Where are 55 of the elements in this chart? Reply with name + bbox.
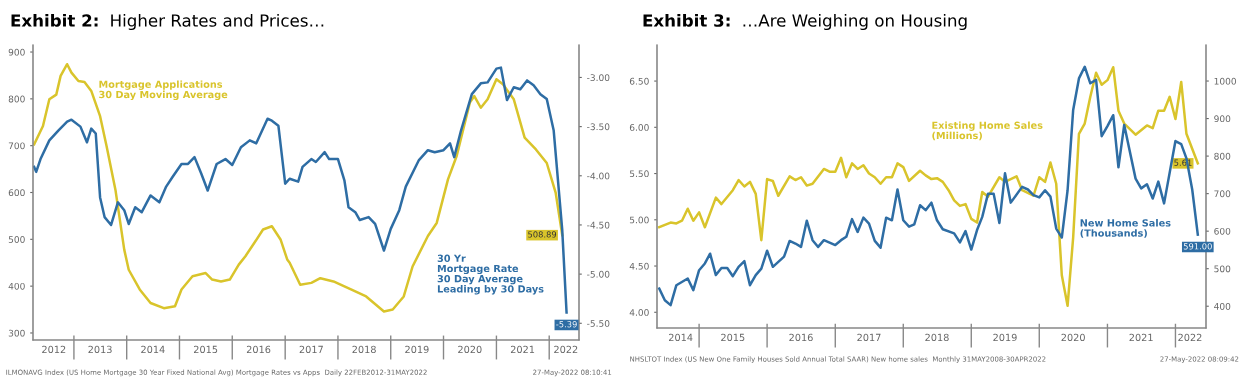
y-tick-label: 300 <box>8 329 25 337</box>
y2-tick-label: -5.50 <box>587 320 610 327</box>
y2-tick-label: -4.00 <box>587 172 610 180</box>
chart-title: Exhibit 2: Higher Rates and Prices… <box>11 13 324 31</box>
data-label: -5.39 <box>556 321 577 328</box>
x-tick-label: 2022 <box>1178 333 1202 342</box>
y-tick-label: 4.00 <box>629 309 649 316</box>
x-tick-label: 2019 <box>405 345 429 354</box>
y-tick-label: 800 <box>8 95 25 103</box>
y2-tick-label: 700 <box>1214 190 1231 198</box>
text: Existing Home Sales (Millions) <box>932 121 1043 141</box>
x-tick-label: 2018 <box>925 333 949 342</box>
x-tick-label: 2020 <box>1061 333 1085 342</box>
x-tick-label: 2017 <box>857 333 881 342</box>
y-tick-label: 5.50 <box>629 170 649 178</box>
y-tick-label: 6.00 <box>629 124 649 131</box>
y2-tick-label: 600 <box>1214 227 1231 235</box>
y2-tick-label: -3.00 <box>587 74 610 82</box>
x-tick-label: 2015 <box>193 345 218 354</box>
x-tick-label: 2014 <box>669 333 693 342</box>
y2-tick-label: -5.00 <box>587 270 610 278</box>
y2-tick-label: 1000 <box>1214 77 1237 85</box>
y-tick-label: 500 <box>8 236 25 243</box>
y2-tick-label: 800 <box>1214 152 1231 160</box>
x-tick-label: 2014 <box>141 345 165 354</box>
series-label: Mortgage Applications 30 Day Moving Average <box>99 80 228 101</box>
x-tick-label: 2020 <box>458 345 482 354</box>
x-tick-label: 2013 <box>88 345 112 354</box>
x-tick-label: 2015 <box>721 333 745 342</box>
y2-tick-label: 500 <box>1214 265 1231 273</box>
y-tick-label: 900 <box>8 48 25 56</box>
y2-tick-label: -4.50 <box>587 221 610 229</box>
data-label: 508.89 <box>528 231 557 238</box>
y2-tick-label: -3.50 <box>587 123 610 131</box>
y2-tick-label: 900 <box>1214 115 1231 123</box>
y-tick-label: 600 <box>8 189 25 197</box>
x-tick-label: 2018 <box>352 345 376 354</box>
y-tick-label: 4.50 <box>629 262 649 270</box>
y2-tick-label: 400 <box>1214 302 1231 310</box>
x-tick-label: 2021 <box>1129 333 1153 342</box>
chart-title: Exhibit 3: …Are Weighing on Housing <box>643 13 967 31</box>
x-tick-label: 2016 <box>246 345 271 354</box>
x-tick-label: 2022 <box>554 345 578 354</box>
x-tick-label: 2021 <box>510 345 535 354</box>
x-tick-label: 2019 <box>993 333 1017 342</box>
y-tick-label: 700 <box>8 142 25 150</box>
x-tick-label: 2016 <box>789 333 813 342</box>
y-tick-label: 400 <box>8 282 25 290</box>
y-tick-label: 6.50 <box>629 77 649 85</box>
x-tick-label: 2017 <box>299 345 323 354</box>
x-tick-label: 2012 <box>42 345 66 354</box>
data-label: 591.00 <box>1183 243 1212 250</box>
text: 30 Yr Mortgage Rate 30 Day Average Leading by 30 Days <box>437 254 544 295</box>
y-tick-label: 5.00 <box>629 216 649 224</box>
series-label: New Home Sales (Thousands) <box>1080 219 1171 238</box>
